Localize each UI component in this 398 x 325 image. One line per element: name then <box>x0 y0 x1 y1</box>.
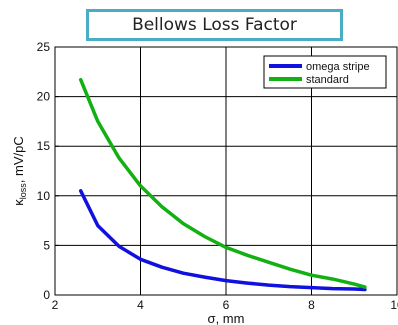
series-layer <box>78 77 367 292</box>
x-tick-label: 10 <box>390 298 398 312</box>
legend-label-standard: standard <box>306 74 349 86</box>
series-line-omega-stripe <box>78 189 367 292</box>
y-axis-label-main: κ <box>11 199 26 206</box>
series-line-standard <box>78 77 367 289</box>
y-axis-label: κloss, mV/pC <box>11 136 28 205</box>
y-tick-label: 10 <box>37 189 51 203</box>
x-axis-label: σ, mm <box>208 311 245 325</box>
tick-marks <box>54 46 398 296</box>
x-tick-label: 2 <box>52 298 59 312</box>
y-axis-label-sub: loss <box>18 183 28 200</box>
y-tick-label: 20 <box>37 90 51 104</box>
legend-box <box>263 55 387 89</box>
x-tick-label: 6 <box>223 298 230 312</box>
y-tick-label: 15 <box>37 139 51 153</box>
y-tick-label: 0 <box>43 288 50 302</box>
legend: omega stripe standard <box>263 55 387 89</box>
x-tick-label: 8 <box>308 298 315 312</box>
chart-title: Bellows Loss Factor <box>86 9 343 41</box>
y-tick-label: 5 <box>43 238 50 252</box>
tick-labels: 2 4 6 8 10 0 5 10 15 20 25 <box>37 40 398 312</box>
legend-label-omega-stripe: omega stripe <box>306 61 370 73</box>
y-tick-label: 25 <box>37 40 51 54</box>
y-axis-label-rest: , mV/pC <box>11 136 26 183</box>
x-tick-label: 4 <box>137 298 144 312</box>
